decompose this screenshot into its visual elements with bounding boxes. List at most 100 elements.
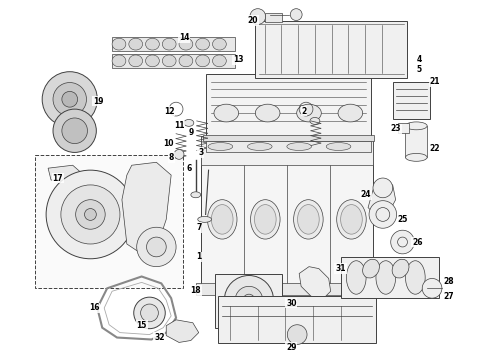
Text: 4: 4 <box>416 55 422 64</box>
Ellipse shape <box>191 192 201 198</box>
Circle shape <box>46 170 135 259</box>
Ellipse shape <box>338 104 363 122</box>
Ellipse shape <box>406 261 425 294</box>
Text: 23: 23 <box>391 124 401 133</box>
Ellipse shape <box>247 143 272 150</box>
Bar <box>392 82 430 119</box>
Text: 32: 32 <box>154 333 165 342</box>
Ellipse shape <box>337 200 366 239</box>
Text: 15: 15 <box>136 321 147 330</box>
Bar <box>196 283 378 295</box>
Circle shape <box>75 200 105 229</box>
Ellipse shape <box>310 117 320 124</box>
Text: 16: 16 <box>89 303 99 312</box>
Bar <box>203 135 374 141</box>
Ellipse shape <box>129 38 143 50</box>
Circle shape <box>250 9 266 24</box>
Bar <box>255 21 408 78</box>
Bar <box>219 296 376 343</box>
Ellipse shape <box>287 143 312 150</box>
Polygon shape <box>368 183 395 217</box>
Ellipse shape <box>341 204 362 234</box>
Polygon shape <box>299 267 331 298</box>
Ellipse shape <box>346 261 366 294</box>
Text: 11: 11 <box>174 121 184 130</box>
Text: 7: 7 <box>196 223 201 232</box>
Ellipse shape <box>162 55 176 67</box>
Bar <box>35 156 183 288</box>
Circle shape <box>137 227 176 267</box>
Ellipse shape <box>146 55 159 67</box>
Ellipse shape <box>179 38 193 50</box>
Text: 3: 3 <box>198 148 203 157</box>
Ellipse shape <box>406 153 427 161</box>
Ellipse shape <box>179 55 193 67</box>
Circle shape <box>147 237 166 257</box>
Ellipse shape <box>129 55 143 67</box>
Ellipse shape <box>297 204 319 234</box>
Bar <box>206 141 371 152</box>
Text: 1: 1 <box>196 252 201 261</box>
Text: 8: 8 <box>169 153 174 162</box>
Bar <box>216 274 282 328</box>
Text: 2: 2 <box>301 107 307 116</box>
Text: 6: 6 <box>186 164 192 173</box>
Ellipse shape <box>406 122 427 130</box>
Circle shape <box>422 278 442 298</box>
Text: 5: 5 <box>416 65 422 74</box>
Text: 21: 21 <box>430 77 441 86</box>
Ellipse shape <box>146 38 159 50</box>
Ellipse shape <box>112 38 126 50</box>
Circle shape <box>243 294 255 306</box>
Text: 30: 30 <box>286 298 296 307</box>
Circle shape <box>373 178 392 198</box>
Text: 26: 26 <box>412 238 422 247</box>
Bar <box>206 74 371 138</box>
Bar <box>406 126 427 157</box>
Text: 27: 27 <box>443 292 454 301</box>
Text: 14: 14 <box>179 33 189 42</box>
Ellipse shape <box>184 120 194 126</box>
Circle shape <box>42 72 98 127</box>
Ellipse shape <box>392 259 409 278</box>
Ellipse shape <box>363 259 379 278</box>
Circle shape <box>141 304 158 322</box>
Text: 24: 24 <box>361 190 371 199</box>
Text: 10: 10 <box>163 139 173 148</box>
Bar <box>201 136 373 288</box>
Circle shape <box>61 185 120 244</box>
Circle shape <box>53 109 97 152</box>
Circle shape <box>174 149 184 159</box>
Bar <box>265 13 282 22</box>
Circle shape <box>369 201 396 228</box>
Text: 31: 31 <box>335 264 346 273</box>
Circle shape <box>235 286 263 314</box>
Circle shape <box>134 297 165 329</box>
Ellipse shape <box>214 104 239 122</box>
Ellipse shape <box>376 261 395 294</box>
Polygon shape <box>122 162 171 254</box>
Ellipse shape <box>196 55 210 67</box>
Ellipse shape <box>213 55 226 67</box>
Bar <box>112 37 235 51</box>
Polygon shape <box>166 320 199 342</box>
Ellipse shape <box>198 216 212 222</box>
Bar <box>112 54 235 68</box>
Ellipse shape <box>162 38 176 50</box>
Circle shape <box>224 275 273 325</box>
Ellipse shape <box>207 200 237 239</box>
Text: 13: 13 <box>233 55 244 64</box>
Circle shape <box>53 82 86 116</box>
Text: 22: 22 <box>430 144 441 153</box>
Circle shape <box>62 91 77 107</box>
Text: 12: 12 <box>164 107 174 116</box>
Text: 18: 18 <box>191 286 201 295</box>
Ellipse shape <box>112 55 126 67</box>
Ellipse shape <box>326 143 351 150</box>
Ellipse shape <box>255 104 280 122</box>
Text: 25: 25 <box>397 215 408 224</box>
Polygon shape <box>48 165 80 182</box>
Ellipse shape <box>213 38 226 50</box>
Text: 9: 9 <box>188 128 194 137</box>
Text: 20: 20 <box>247 16 258 25</box>
